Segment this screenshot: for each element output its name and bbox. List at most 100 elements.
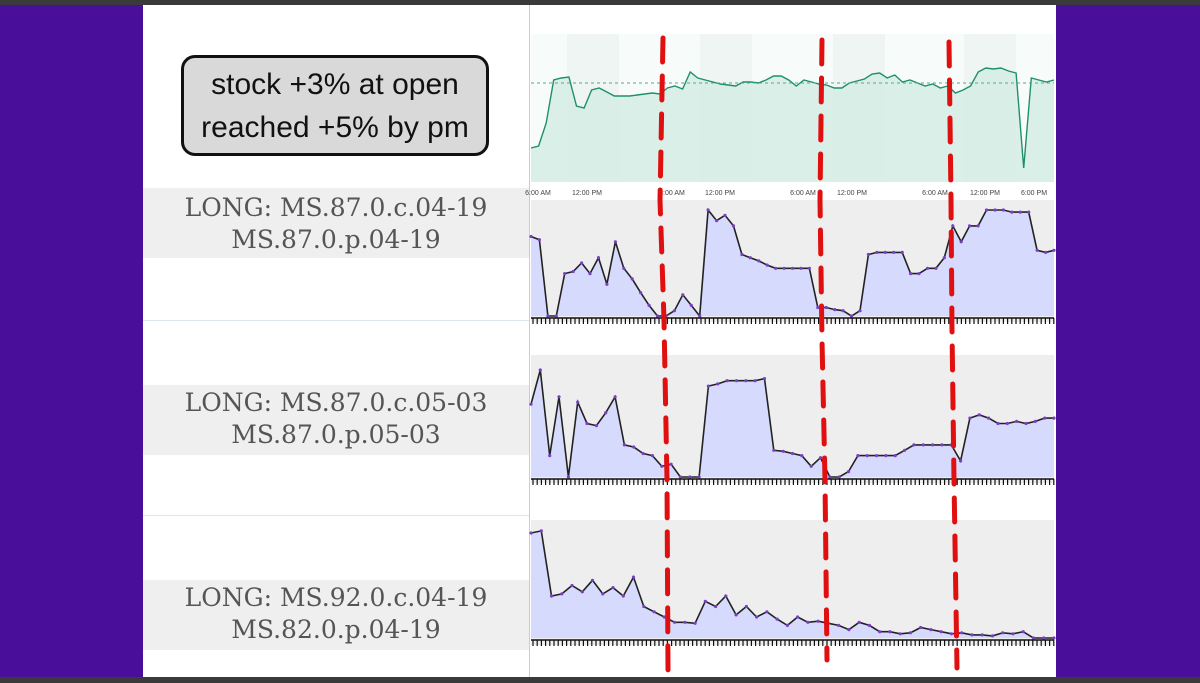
data-point [931, 443, 935, 447]
data-point [857, 620, 861, 624]
data-point [908, 631, 913, 635]
data-point [1031, 636, 1036, 640]
data-point [647, 303, 651, 307]
data-point [940, 443, 944, 447]
data-point [673, 620, 677, 624]
time-axis-ticks [532, 479, 1055, 485]
data-point [757, 259, 761, 263]
session-marker-3 [946, 39, 960, 671]
x-tick-label: 6:00 AM [525, 190, 551, 197]
data-point [959, 240, 963, 244]
data-point [925, 266, 930, 270]
data-point [996, 421, 1000, 426]
data-point [888, 630, 892, 634]
data-point [775, 617, 779, 621]
data-point [1027, 210, 1031, 214]
x-tick-label: 6:00 AM [790, 190, 816, 197]
data-point [903, 448, 907, 452]
data-point [734, 613, 738, 617]
data-point [596, 256, 601, 260]
data-point [678, 475, 683, 479]
data-point [740, 252, 744, 257]
data-point [968, 416, 972, 420]
data-point [755, 615, 759, 619]
data-point [621, 594, 625, 598]
data-point [652, 610, 656, 614]
data-point [847, 628, 851, 632]
data-point [921, 443, 925, 447]
data-point [588, 272, 592, 276]
data-point [580, 261, 584, 265]
data-point [790, 451, 795, 456]
position-label-line: LONG: MS.87.0.c.04-19 [184, 193, 488, 222]
data-point [875, 250, 879, 254]
data-point [538, 368, 542, 372]
data-point [824, 305, 828, 310]
data-point [837, 623, 841, 628]
data-point [570, 583, 574, 588]
position-label-2: LONG: MS.87.0.c.05-03 MS.87.0.p.05-03 [143, 387, 529, 451]
position-label-line: MS.87.0.p.04-19 [231, 225, 441, 254]
data-point [706, 384, 711, 388]
data-point [765, 610, 769, 614]
data-point [698, 314, 702, 318]
data-point [841, 309, 845, 313]
data-point [799, 266, 803, 270]
data-point [772, 448, 776, 452]
data-point [883, 250, 887, 254]
data-point [1010, 210, 1014, 214]
data-point [716, 382, 720, 386]
data-point [681, 293, 685, 297]
data-point [622, 443, 627, 447]
label-band-2 [143, 385, 529, 455]
data-point [724, 594, 728, 598]
data-point [977, 413, 981, 417]
data-point [529, 531, 533, 535]
x-tick-label: 6:00 PM [1021, 190, 1047, 197]
data-point [753, 379, 757, 383]
data-point [866, 252, 871, 257]
data-point [1024, 421, 1028, 426]
data-point [781, 449, 785, 453]
data-point [642, 604, 646, 609]
data-point [796, 615, 800, 619]
data-point [715, 219, 719, 223]
data-point [959, 459, 963, 463]
data-point [785, 623, 790, 628]
data-point [613, 240, 618, 244]
data-point [837, 475, 841, 479]
data-point [942, 256, 946, 260]
x-tick-label: 6:00 AM [659, 190, 685, 197]
vertical-divider [529, 5, 530, 677]
data-point [693, 621, 697, 625]
data-point [697, 475, 701, 479]
data-point [576, 400, 580, 404]
data-point [601, 592, 605, 596]
data-point [818, 456, 823, 460]
data-point [744, 379, 748, 383]
data-point [1001, 208, 1006, 212]
data-point [898, 632, 902, 636]
stock-line [530, 67, 1055, 169]
data-point [1011, 632, 1015, 636]
position-label-line: MS.82.0.p.04-19 [231, 615, 441, 644]
position-label-3: LONG: MS.92.0.c.04-19 MS.82.0.p.04-19 [143, 582, 529, 646]
data-point [990, 634, 995, 638]
data-point [968, 224, 972, 228]
data-point [1033, 419, 1037, 423]
data-point [833, 308, 837, 312]
data-point [604, 411, 608, 415]
data-point [806, 620, 810, 624]
data-point [762, 377, 767, 381]
annotation-callout: stock +3% at open reached +5% by pm [181, 55, 489, 156]
data-point [774, 266, 778, 270]
position-label-line: LONG: MS.87.0.c.05-03 [184, 388, 488, 417]
data-point [1018, 210, 1022, 214]
data-point [949, 632, 954, 636]
data-point [765, 263, 769, 267]
annotation-line: reached +5% by pm [201, 110, 469, 144]
data-point [939, 630, 943, 634]
data-point [867, 623, 872, 628]
data-point [1052, 248, 1056, 252]
data-point [960, 631, 964, 635]
